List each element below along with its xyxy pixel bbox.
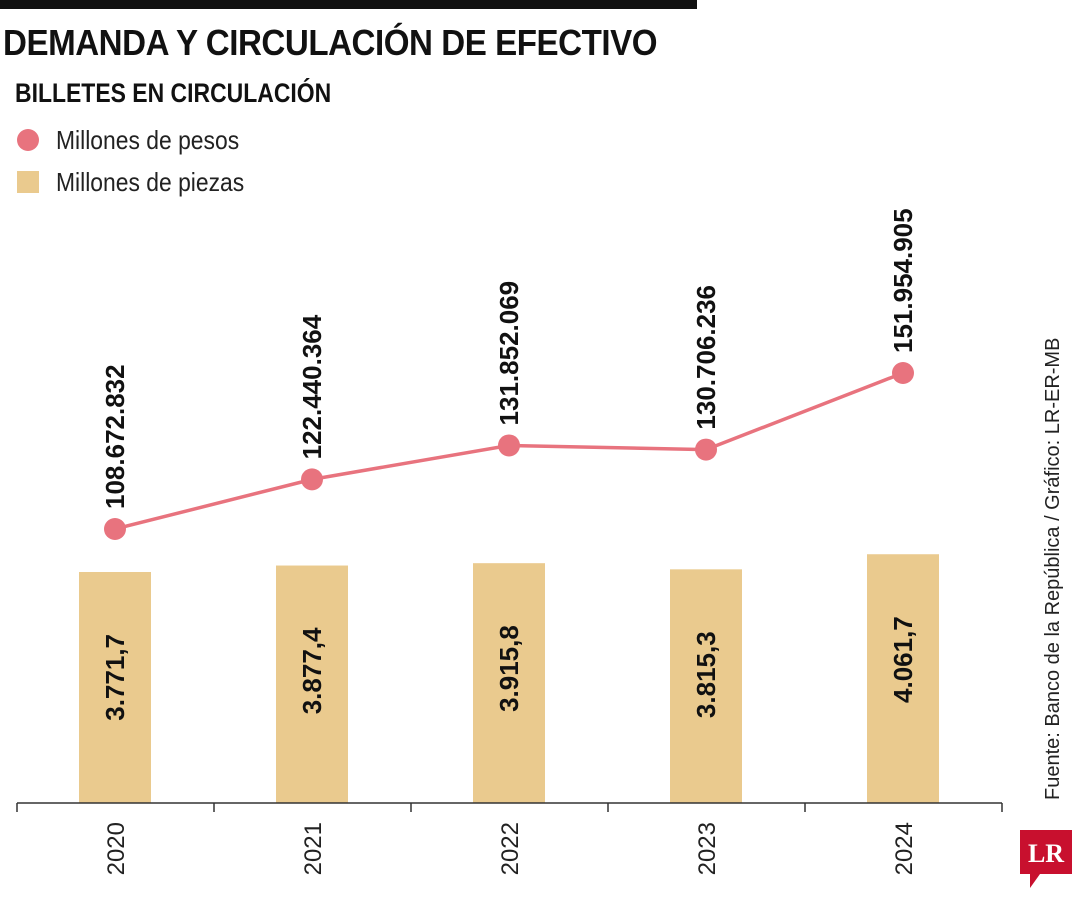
line-value-label: 151.954.905 xyxy=(888,208,918,353)
line-value-label: 108.672.832 xyxy=(100,364,130,509)
bar-value-label: 4.061,7 xyxy=(888,616,918,703)
lr-logo: LR xyxy=(1020,830,1072,888)
bar xyxy=(79,572,151,803)
bar xyxy=(276,565,348,803)
bar-value-label: 3.915,8 xyxy=(494,625,524,712)
legend-dot-icon xyxy=(17,129,39,151)
line-point xyxy=(695,438,717,461)
x-tick-label: 2024 xyxy=(891,822,918,875)
source-note: Fuente: Banco de la República / Gráfico:… xyxy=(1042,337,1064,800)
bar-value-label: 3.877,4 xyxy=(297,627,327,714)
line-value-label: 131.852.069 xyxy=(494,281,524,426)
bar-value-label: 3.771,7 xyxy=(100,634,130,721)
svg-text:LR: LR xyxy=(1028,839,1064,868)
top-rule xyxy=(0,0,697,9)
bar-value-label: 3.815,3 xyxy=(691,631,721,718)
x-tick-label: 2023 xyxy=(694,822,721,875)
line-point xyxy=(892,362,914,384)
legend-label-piezas: Millones de piezas xyxy=(56,166,245,197)
legend-item-piezas: Millones de piezas xyxy=(17,167,270,197)
x-tick-label: 2021 xyxy=(300,822,327,875)
x-tick-label: 2022 xyxy=(497,822,524,875)
x-tick-label: 2020 xyxy=(103,822,130,875)
bar xyxy=(867,554,939,803)
bar xyxy=(473,563,545,803)
line-point xyxy=(301,468,323,491)
legend-label-pesos: Millones de pesos xyxy=(56,124,240,155)
chart-title: DEMANDA Y CIRCULACIÓN DE EFECTIVO xyxy=(3,22,658,63)
legend-item-pesos: Millones de pesos xyxy=(17,125,264,155)
bar xyxy=(670,569,742,803)
chart-subtitle: BILLETES EN CIRCULACIÓN xyxy=(15,78,332,108)
legend-square-icon xyxy=(17,171,39,193)
line-point xyxy=(498,434,520,457)
line-point xyxy=(104,518,126,540)
line-value-label: 130.706.236 xyxy=(691,285,721,430)
line-value-label: 122.440.364 xyxy=(297,314,327,459)
